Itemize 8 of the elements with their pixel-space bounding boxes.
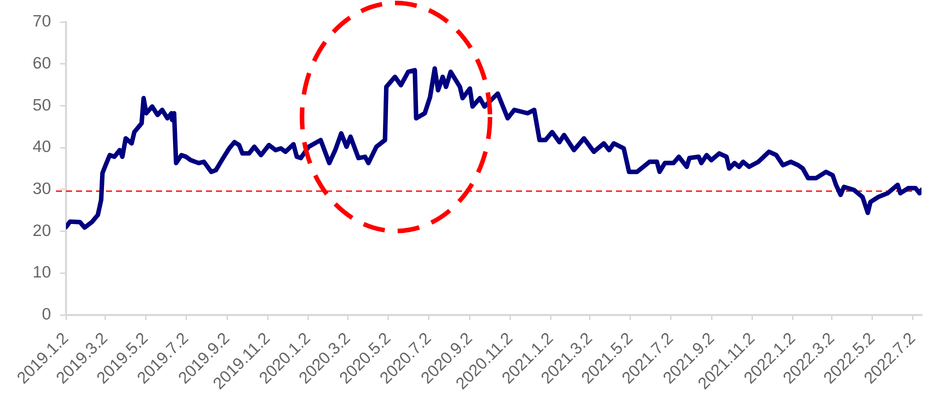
y-tick-label: 50 — [32, 96, 51, 114]
y-tick-label: 10 — [32, 264, 51, 282]
y-tick-label: 70 — [32, 12, 51, 31]
y-tick-label: 60 — [32, 54, 51, 72]
y-tick-label: 40 — [32, 138, 51, 156]
y-tick-label: 20 — [32, 222, 51, 240]
y-tick-label: 0 — [42, 306, 51, 324]
y-tick-label: 30 — [32, 180, 51, 198]
